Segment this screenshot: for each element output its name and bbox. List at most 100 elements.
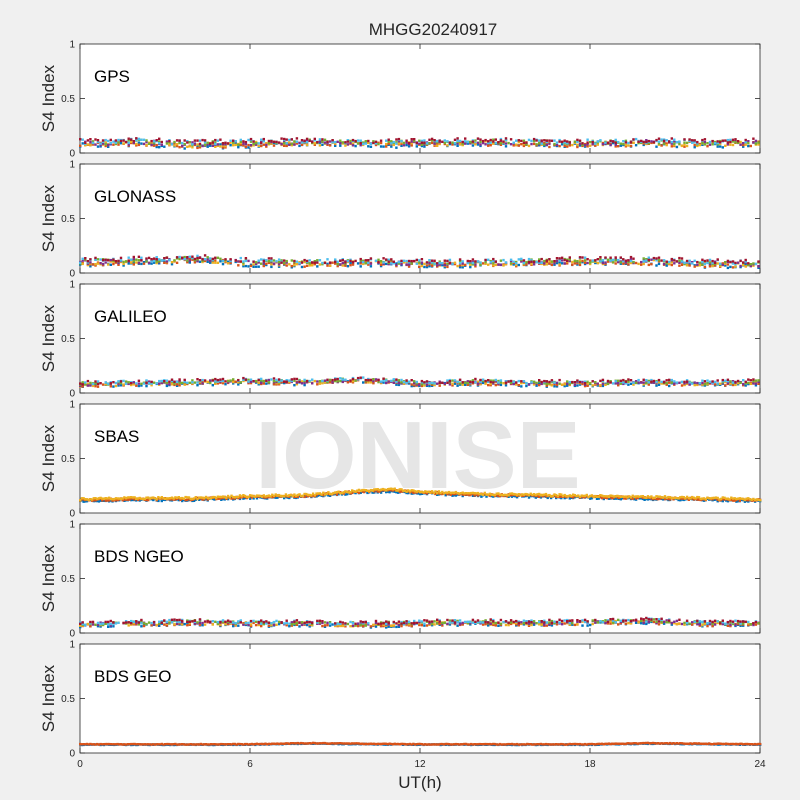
data-point [152,257,156,260]
data-point [731,497,735,500]
data-point [453,492,456,496]
data-point [622,262,625,265]
data-point [226,379,230,383]
data-point [201,258,204,261]
data-point [424,491,427,494]
data-point [512,144,515,147]
data-point [532,380,536,383]
data-point [424,490,427,493]
data-point [742,142,745,145]
data-point [634,497,638,500]
data-point [308,139,311,142]
data-point [238,494,242,497]
data-point [731,138,735,141]
data-point [509,258,513,261]
data-point [346,259,350,263]
data-point [385,626,388,629]
data-point [589,144,592,147]
data-point [102,499,106,502]
data-point [617,145,620,148]
data-point [701,263,704,266]
data-point [86,622,90,626]
data-point [145,143,148,147]
data-point [397,262,401,265]
data-point [237,146,240,149]
data-point [145,260,148,263]
data-point [295,381,299,384]
data-point [442,492,446,495]
data-point [498,495,502,498]
data-point [111,497,114,501]
data-point [589,623,592,627]
data-point [652,620,656,624]
data-point [346,381,350,384]
data-point [249,623,253,626]
data-point [97,500,101,503]
data-point [493,493,497,497]
data-point [685,264,689,267]
data-point [372,382,375,385]
data-point [203,143,207,147]
data-point [191,497,194,501]
data-point [274,496,277,499]
data-point [265,382,268,385]
data-point [230,497,233,500]
data-point [433,383,436,387]
data-point [247,259,250,263]
data-point [395,378,398,381]
data-point [369,625,373,628]
data-point [323,624,327,627]
data-point [566,495,570,498]
data-point [479,144,482,148]
data-point [706,496,709,499]
data-point [339,144,342,147]
data-point [448,142,452,146]
data-point [321,261,324,265]
data-point [232,144,235,147]
data-point [520,622,523,625]
data-point [326,381,329,384]
data-point [721,496,724,499]
data-point [733,499,736,502]
data-point [272,144,276,147]
data-point [428,381,431,385]
data-point [538,258,541,261]
data-point [716,258,719,261]
data-point [204,497,208,501]
data-point [344,378,347,381]
data-point [135,382,138,385]
data-point [601,378,605,382]
data-point [614,143,617,146]
data-point [655,257,658,260]
data-point [388,491,391,494]
y-axis-label: S4 Index [39,424,58,492]
data-point [183,383,186,386]
data-point [736,500,740,503]
data-point [566,382,569,385]
data-point [504,623,508,627]
data-point [325,492,328,495]
data-point [390,258,393,261]
data-point [642,384,645,387]
data-point [443,264,446,267]
plot-area [79,523,761,634]
data-point [453,262,457,266]
data-point [624,381,628,385]
data-point [708,261,712,264]
data-point [611,140,615,143]
data-point [650,495,653,498]
data-point [708,380,712,383]
data-point [672,496,675,500]
data-point [636,495,639,498]
data-point [104,499,107,502]
data-point [703,383,707,386]
data-point [109,382,112,385]
data-point [645,496,648,500]
data-point [262,262,265,265]
data-point [568,259,571,263]
data-point [458,266,462,269]
data-point [617,258,620,262]
data-point [347,491,350,494]
data-point [747,142,750,145]
data-point [170,383,174,386]
